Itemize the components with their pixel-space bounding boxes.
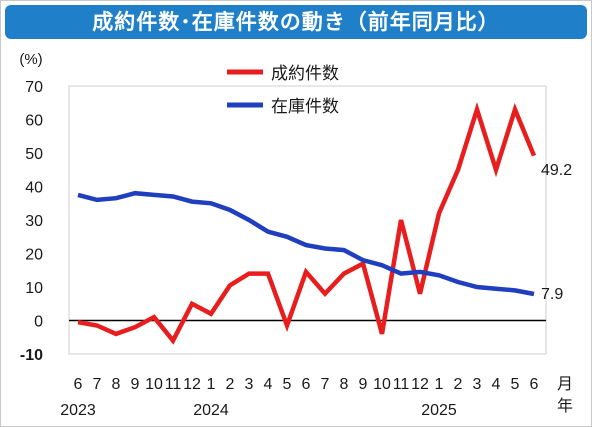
x-tick-label: 3 [245,376,254,393]
x-tick-label: 10 [373,376,391,393]
x-year-label: 2024 [193,402,229,419]
x-tick-label: 5 [511,376,520,393]
end-label-contract: 49.2 [541,162,572,179]
x-tick-label: 6 [74,376,83,393]
x-tick-label: 12 [411,376,429,393]
data-labels: 49.2 7.9 [541,162,572,303]
x-tick-label: 9 [359,376,368,393]
x-tick-label: 2 [226,376,235,393]
x-tick-label: 6 [530,376,539,393]
series-group [77,102,537,345]
y-tick-label: 70 [25,79,43,96]
y-tick-label: -10 [20,347,43,364]
x-tick-label: 7 [93,376,102,393]
x-year-unit: 年 [557,397,573,415]
y-tick-label: 10 [25,280,43,297]
x-tick-label: 12 [183,376,201,393]
y-tick-label: 40 [25,180,43,197]
x-tick-label: 1 [435,376,444,393]
title-bar: 成約件数･在庫件数の動き（前年同月比） [5,5,587,39]
x-tick-label: 6 [302,376,311,393]
end-label-inventory: 7.9 [541,286,563,303]
x-tick-label: 4 [492,376,501,393]
x-month-unit: 月 [557,376,573,393]
x-tick-label: 2 [454,376,463,393]
x-tick-label: 11 [393,376,410,393]
y-tick-label: 50 [25,146,43,163]
x-year-label: 2025 [421,402,457,419]
x-tick-label: 8 [112,376,121,393]
y-tick-label: 0 [34,314,43,331]
x-year-label: 2023 [60,402,96,419]
plot-border [68,85,547,355]
series-line-contract [77,102,537,345]
legend-label-contract: 成約件数 [271,64,339,84]
x-tick-label: 4 [264,376,273,393]
plot-area [68,85,547,355]
x-tick-label: 8 [340,376,349,393]
x-tick-label: 11 [165,376,182,393]
y-tick-label: 20 [25,247,43,264]
x-tick-label: 7 [321,376,330,393]
x-tick-label: 5 [283,376,292,393]
series-line-inventory [77,190,535,297]
y-tick-label: 30 [25,213,43,230]
legend-label-inventory: 在庫件数 [271,97,339,117]
chart-title: 成約件数･在庫件数の動き（前年同月比） [92,10,500,34]
y-axis-ticks: (%) 70 60 50 40 30 20 10 0 -10 [19,51,43,364]
x-tick-label: 1 [207,376,216,393]
y-axis-unit: (%) [19,51,42,68]
x-tick-label: 9 [131,376,140,393]
x-tick-label: 10 [145,376,163,393]
x-tick-label: 3 [473,376,482,393]
y-tick-label: 60 [25,113,43,130]
